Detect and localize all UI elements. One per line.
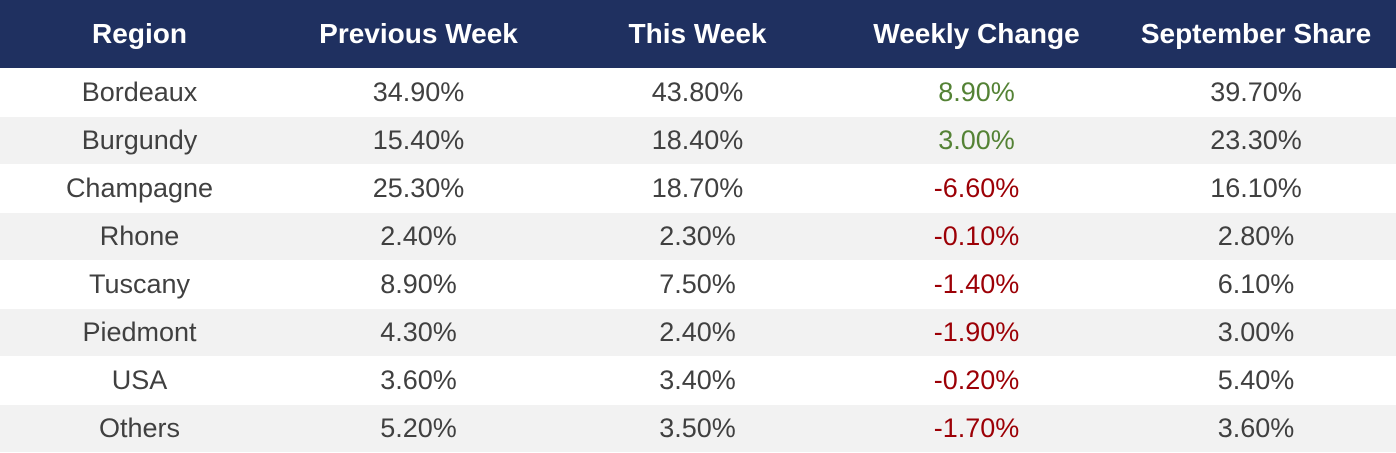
table-row: Others 5.20% 3.50% -1.70% 3.60% bbox=[0, 404, 1396, 452]
cell-region: Rhone bbox=[99, 221, 180, 251]
cell-weekly-change: 3.00% bbox=[938, 125, 1015, 155]
header-region: Region bbox=[92, 18, 187, 49]
cell-september-share: 2.80% bbox=[1217, 221, 1295, 251]
cell-weekly-change: -0.20% bbox=[933, 365, 1020, 395]
cell-region: USA bbox=[111, 365, 168, 395]
cell-september-share: 6.10% bbox=[1217, 269, 1295, 299]
table-body: Bordeaux 34.90% 43.80% 8.90% 39.70% Burgundy 1… bbox=[0, 68, 1396, 452]
cell-region: Bordeaux bbox=[81, 77, 198, 107]
table-row: Champagne 25.30% 18.70% -6.60% 16.10% bbox=[0, 164, 1396, 212]
table-row: Tuscany 8.90% 7.50% -1.40% 6.10% bbox=[0, 260, 1396, 308]
cell-previous-week: 4.30% bbox=[380, 317, 457, 347]
cell-september-share: 3.00% bbox=[1217, 317, 1295, 347]
cell-region: Champagne bbox=[65, 173, 214, 203]
cell-this-week: 7.50% bbox=[659, 269, 736, 299]
table-row: Rhone 2.40% 2.30% -0.10% 2.80% bbox=[0, 212, 1396, 260]
cell-previous-week: 8.90% bbox=[380, 269, 457, 299]
cell-this-week: 3.50% bbox=[659, 413, 736, 443]
cell-september-share: 16.10% bbox=[1210, 173, 1302, 203]
header-this-week: This Week bbox=[628, 18, 767, 49]
table-row: Bordeaux 34.90% 43.80% 8.90% 39.70% bbox=[0, 68, 1396, 116]
cell-september-share: 39.70% bbox=[1210, 77, 1302, 107]
cell-region: Burgundy bbox=[81, 125, 198, 155]
cell-weekly-change: -1.70% bbox=[933, 413, 1020, 443]
header-september-share: September Share bbox=[1140, 18, 1372, 49]
cell-this-week: 18.70% bbox=[651, 173, 744, 203]
cell-this-week: 3.40% bbox=[659, 365, 736, 395]
cell-previous-week: 34.90% bbox=[372, 77, 465, 107]
table-row: Burgundy 15.40% 18.40% 3.00% 23.30% bbox=[0, 116, 1396, 164]
cell-this-week: 43.80% bbox=[651, 77, 744, 107]
cell-weekly-change: -6.60% bbox=[933, 173, 1020, 203]
cell-september-share: 5.40% bbox=[1217, 365, 1295, 395]
table-row: USA 3.60% 3.40% -0.20% 5.40% bbox=[0, 356, 1396, 404]
cell-previous-week: 5.20% bbox=[380, 413, 457, 443]
cell-september-share: 3.60% bbox=[1217, 413, 1295, 443]
header-previous-week: Previous Week bbox=[319, 18, 518, 49]
cell-weekly-change: -1.90% bbox=[933, 317, 1020, 347]
cell-weekly-change: 8.90% bbox=[938, 77, 1015, 107]
cell-weekly-change: -1.40% bbox=[933, 269, 1020, 299]
cell-this-week: 2.40% bbox=[659, 317, 736, 347]
cell-region: Tuscany bbox=[88, 269, 191, 299]
cell-region: Others bbox=[98, 413, 181, 443]
cell-previous-week: 25.30% bbox=[372, 173, 465, 203]
cell-previous-week: 3.60% bbox=[380, 365, 457, 395]
table-header-row: Region Previous Week This Week Weekly Ch… bbox=[0, 0, 1396, 68]
cell-previous-week: 15.40% bbox=[372, 125, 465, 155]
cell-weekly-change: -0.10% bbox=[933, 221, 1020, 251]
cell-region: Piedmont bbox=[82, 317, 197, 347]
cell-previous-week: 2.40% bbox=[380, 221, 457, 251]
table-row: Piedmont 4.30% 2.40% -1.90% 3.00% bbox=[0, 308, 1396, 356]
header-weekly-change: Weekly Change bbox=[873, 18, 1080, 49]
cell-this-week: 18.40% bbox=[651, 125, 744, 155]
cell-this-week: 2.30% bbox=[659, 221, 736, 251]
cell-september-share: 23.30% bbox=[1210, 125, 1302, 155]
